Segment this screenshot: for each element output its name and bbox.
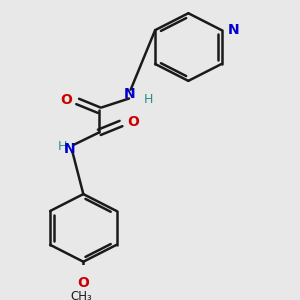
- Text: H: H: [58, 140, 67, 153]
- Text: H: H: [144, 93, 153, 106]
- Text: N: N: [124, 87, 136, 101]
- Text: O: O: [60, 93, 72, 107]
- Text: CH₃: CH₃: [71, 290, 92, 300]
- Text: O: O: [77, 276, 89, 290]
- Text: N: N: [64, 142, 76, 156]
- Text: N: N: [227, 23, 239, 37]
- Text: O: O: [127, 115, 139, 129]
